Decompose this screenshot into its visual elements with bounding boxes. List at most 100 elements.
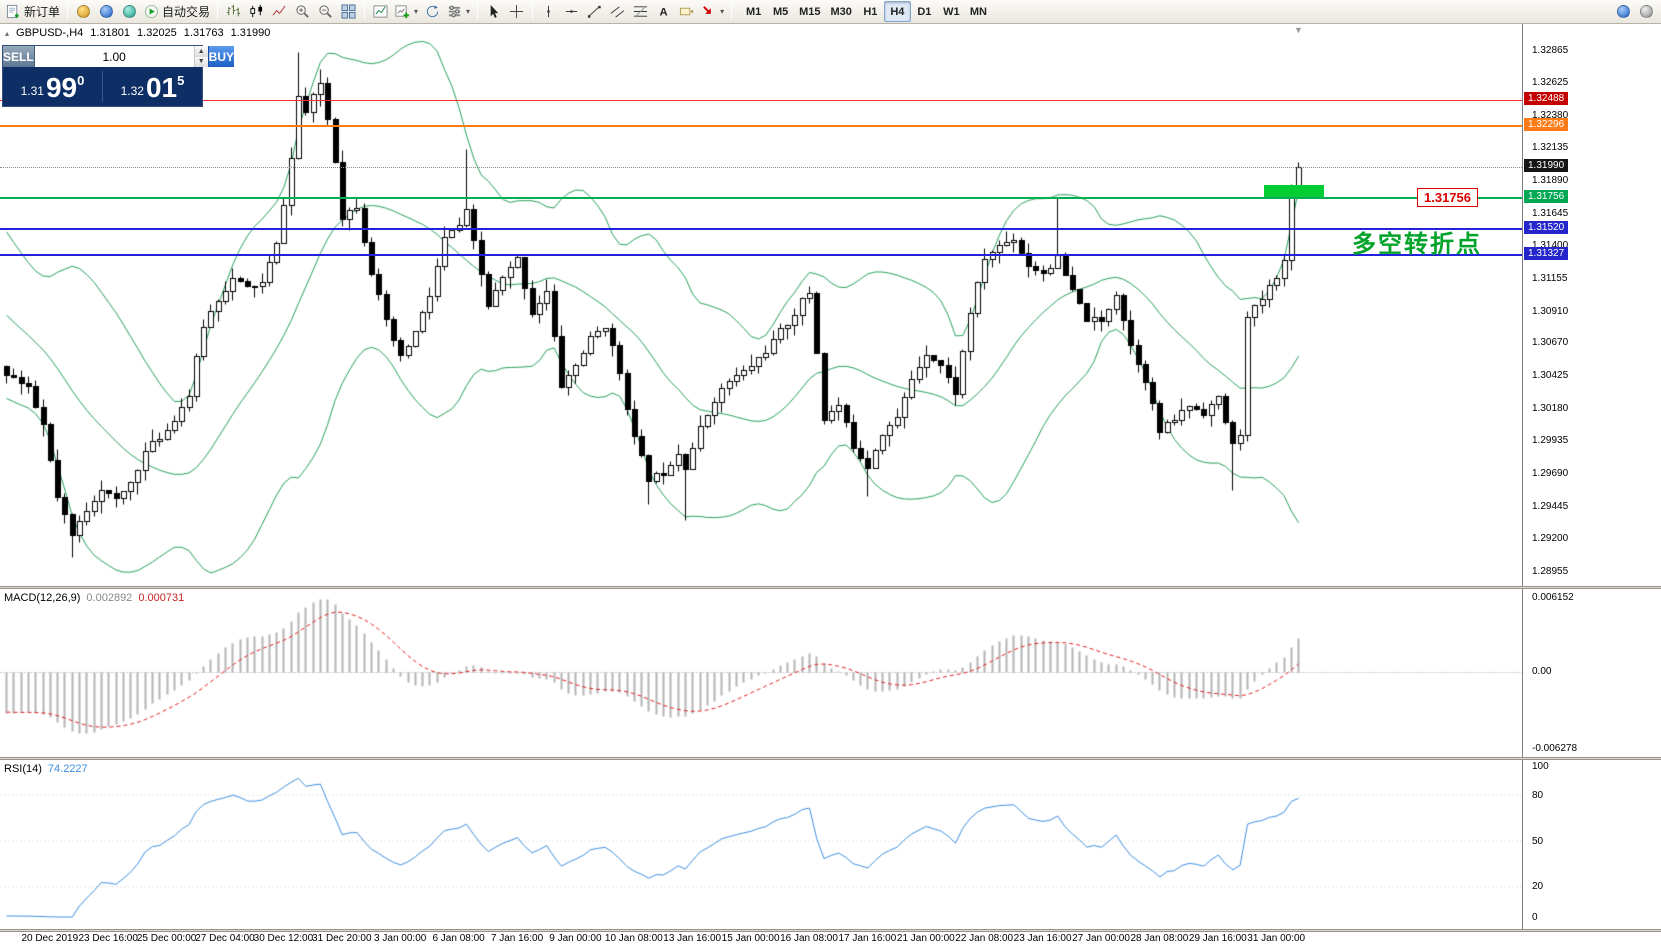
mql5-button[interactable] <box>72 1 95 22</box>
breakout-level-line[interactable] <box>0 196 1522 199</box>
volume-input[interactable] <box>34 46 194 67</box>
price-scale-label: 1.29200 <box>1532 533 1569 545</box>
auto-scroll-button[interactable] <box>421 1 444 22</box>
time-scale-label: 21 Jan 00:00 <box>896 933 955 944</box>
ask-price-big: 01 <box>145 72 178 103</box>
new-chart-button-icon <box>395 5 410 19</box>
price-callout-label[interactable]: 1.31756 <box>1417 187 1478 207</box>
resistance-line-upper[interactable] <box>0 99 1522 101</box>
timeframe-h1-button[interactable]: H1 <box>863 5 878 18</box>
vertical-line-button[interactable] <box>537 1 560 22</box>
community-button[interactable] <box>1612 1 1635 22</box>
buy-button[interactable]: BUY <box>207 46 235 67</box>
price-axis[interactable]: 1.32865 1.32625 1.32380 1.32135 1.31890 1.316… <box>1522 24 1661 947</box>
zoom-out-button[interactable] <box>314 1 337 22</box>
auto-trading-button[interactable]: 自动交易 <box>141 1 213 22</box>
tile-windows-button-icon <box>341 4 356 19</box>
ask-price-small: 1.32 <box>120 84 144 98</box>
market-button[interactable] <box>95 1 118 22</box>
line-chart-mode-button-icon <box>272 5 286 16</box>
indicators-button[interactable] <box>369 1 392 22</box>
support-line-upper[interactable] <box>0 228 1522 231</box>
time-scale-label: 27 Dec 04:00 <box>195 933 255 944</box>
volume-decrease-button[interactable]: ▼ <box>194 56 208 67</box>
zoom-in-button-icon <box>296 5 309 18</box>
sell-button[interactable]: SELL <box>3 46 35 67</box>
price-line-tag: 1.32488 <box>1524 92 1569 106</box>
resistance-line-lower[interactable] <box>0 124 1522 127</box>
price-line-tag: 1.31756 <box>1524 189 1569 203</box>
price-line-tag: 1.31327 <box>1524 246 1569 260</box>
support-line-lower[interactable] <box>0 253 1522 256</box>
signals-button[interactable] <box>118 1 141 22</box>
text-button[interactable]: A <box>652 1 675 22</box>
line-chart-mode-button[interactable] <box>268 1 291 22</box>
rsi-scale-label: 0 <box>1532 912 1538 923</box>
main-chart-canvas[interactable] <box>0 24 1522 586</box>
new-chart-button[interactable]: ▾ <box>392 1 421 22</box>
volume-increase-button[interactable]: ▲ <box>194 46 208 57</box>
crosshair-button[interactable] <box>505 1 528 22</box>
rsi-pane-canvas[interactable] <box>0 760 1522 929</box>
timeframe-h4-button[interactable]: H4 <box>883 1 911 22</box>
price-scale-label: 1.29690 <box>1532 468 1569 480</box>
bar-chart-mode-button[interactable] <box>222 1 245 22</box>
equidistant-channel-button-icon <box>610 6 625 18</box>
new-order-button[interactable]: 新订单 <box>3 1 63 22</box>
trendline-button-icon <box>588 5 601 18</box>
low-value: 1.31763 <box>183 27 224 39</box>
pane-separator[interactable] <box>0 929 1661 932</box>
bar-chart-mode-button-icon <box>226 4 241 17</box>
timeframe-m5-button[interactable]: M5 <box>772 5 789 18</box>
text-label-button[interactable] <box>675 1 698 22</box>
timeframe-mn-button[interactable]: MN <box>969 5 987 18</box>
timeframe-m30-button[interactable]: M30 <box>830 5 852 18</box>
macd-scale-zero-label: 0.00 <box>1532 666 1552 677</box>
main-toolbar: 新订单 自动交易 ▾ ▾ A ▾ M1 M5 M15 M30 H1 H4 D1 W1 MN <box>0 0 1661 24</box>
highlight-rectangle[interactable] <box>1263 184 1325 199</box>
close-value: 1.31990 <box>230 27 271 39</box>
macd-signal-value: 0.000731 <box>138 592 185 604</box>
tile-windows-button[interactable] <box>337 1 360 22</box>
toolbar-separator <box>477 3 479 20</box>
trendline-button[interactable] <box>583 1 606 22</box>
indicators-button-icon <box>373 5 388 18</box>
turning-point-annotation[interactable]: 多空转折点 <box>1352 231 1482 258</box>
horizontal-line-button[interactable] <box>560 1 583 22</box>
timeframe-m1-button[interactable]: M1 <box>745 5 762 18</box>
equidistant-channel-button[interactable] <box>606 1 629 22</box>
time-scale-label: 16 Jan 08:00 <box>780 933 838 944</box>
pane-separator[interactable] <box>0 757 1661 760</box>
timeframe-d1-button[interactable]: D1 <box>917 5 932 18</box>
timeframe-toolbar: M1 M5 M15 M30 H1 H4 D1 W1 MN <box>740 1 992 22</box>
timeframe-m15-button[interactable]: M15 <box>799 5 821 18</box>
timeframe-w1-button[interactable]: W1 <box>943 5 960 18</box>
price-scale-label: 1.30670 <box>1532 337 1569 349</box>
time-scale-label: 17 Jan 16:00 <box>838 933 897 944</box>
search-button[interactable] <box>1635 1 1658 22</box>
bid-price[interactable]: 1.31 99 0 <box>3 67 102 106</box>
rsi-name: RSI(14) <box>4 763 42 775</box>
fibonacci-button[interactable] <box>629 1 652 22</box>
chart-properties-button[interactable]: ▾ <box>444 1 473 22</box>
text-label-button-icon <box>680 7 694 16</box>
price-scale-label: 1.31400 <box>1532 240 1569 252</box>
pane-separator[interactable] <box>0 586 1661 589</box>
price-scale-label: 1.31155 <box>1532 272 1568 284</box>
candlestick-mode-button-icon <box>250 4 263 18</box>
time-scale-label: 22 Jan 08:00 <box>955 933 1014 944</box>
price-scale-label: 1.32865 <box>1532 45 1569 56</box>
rsi-scale-label: 100 <box>1532 761 1549 772</box>
cursor-button[interactable] <box>482 1 505 22</box>
text-button-icon: A <box>660 6 668 18</box>
macd-pane-canvas[interactable] <box>0 589 1522 757</box>
time-scale-label: 31 Jan 00:00 <box>1247 933 1306 944</box>
cursor-button-icon <box>490 4 499 18</box>
time-axis[interactable]: 20 Dec 2019 23 Dec 16:00 25 Dec 00:00 27 De… <box>0 932 1661 947</box>
high-value: 1.32025 <box>137 27 177 39</box>
candlestick-mode-button[interactable] <box>245 1 268 22</box>
ask-price[interactable]: 1.32 01 5 <box>103 67 202 106</box>
zoom-in-button[interactable] <box>291 1 314 22</box>
arrows-button[interactable]: ▾ <box>698 1 727 22</box>
price-scale-label: 1.30425 <box>1532 370 1569 382</box>
